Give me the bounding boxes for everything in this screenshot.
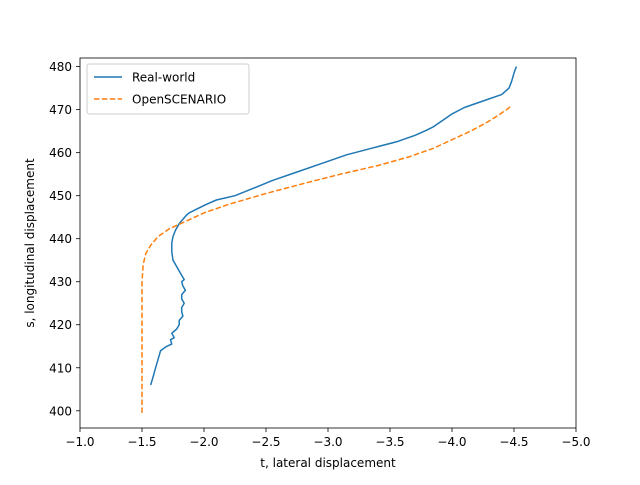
y-tick-label: 450 [49,189,72,203]
series-line-openscenario [141,104,513,413]
y-axis: 400 410 420 430 440 450 460 470 480 [49,60,80,418]
x-tick-label: −2.5 [251,435,280,449]
legend-label: OpenSCENARIO [132,93,226,107]
y-tick-label: 430 [49,275,72,289]
y-tick-label: 460 [49,146,72,160]
legend-box [86,63,250,115]
y-axis-label: s, longitudinal displacement [23,158,37,328]
x-axis-label: t, lateral displacement [260,456,396,470]
x-tick-label: −3.5 [375,435,404,449]
series-layer [141,66,518,413]
y-tick-label: 440 [49,232,72,246]
y-tick-label: 410 [49,361,72,375]
legend: Real-world OpenSCENARIO [86,63,250,115]
x-tick-label: −3.0 [313,435,342,449]
x-tick-label: −4.0 [437,435,466,449]
y-tick-label: 480 [49,60,72,74]
x-tick-label: −2.0 [189,435,218,449]
x-tick-label: −4.5 [499,435,528,449]
x-tick-label: −5.0 [561,435,590,449]
x-tick-label: −1.5 [127,435,156,449]
y-tick-label: 470 [49,103,72,117]
series-line-real-world [149,66,518,386]
y-tick-label: 400 [49,404,72,418]
legend-label: Real-world [132,71,195,85]
y-tick-label: 420 [49,318,72,332]
x-axis: −1.0 −1.5 −2.0 −2.5 −3.0 −3.5 −4.0 −4.5 −5.0 [65,428,591,449]
x-tick-label: −1.0 [65,435,94,449]
